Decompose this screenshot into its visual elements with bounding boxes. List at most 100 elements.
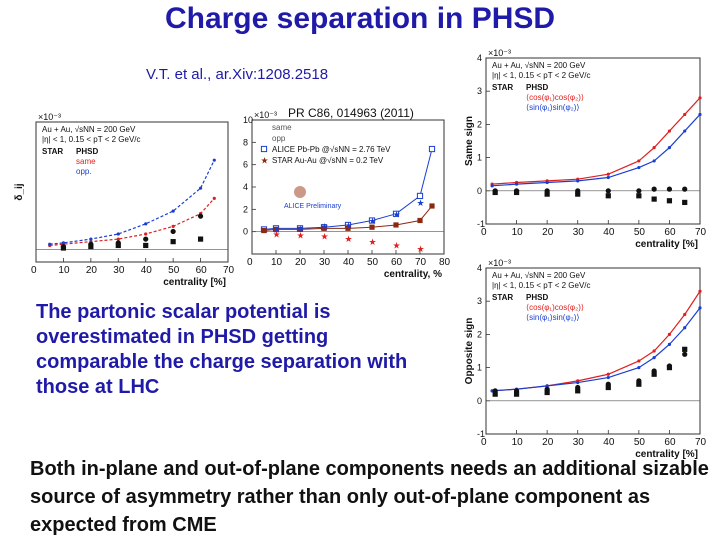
alice-star-preliminary-label: ALICE Preliminary (284, 203, 342, 210)
right-same-series-point (513, 189, 520, 196)
right-opposite-legend-entry: ⟨cos(φ₁)cos(φ₂)⟩ (526, 303, 584, 312)
right-opposite-xtick-label: 30 (573, 437, 585, 448)
right-opposite-legend-entry: ⟨sin(φ₁)sin(φ₂)⟩ (526, 313, 580, 322)
alice-star-legend-entry: STAR Au-Au @√sNN = 0.2 TeV (272, 156, 384, 165)
right-same-xtick-label: 40 (603, 227, 615, 238)
right-opposite-ytick-label: 4 (477, 263, 482, 273)
right-opposite-xtick-label: 50 (634, 437, 646, 448)
right-opposite-ytick-label: -1 (477, 429, 485, 439)
citation-arxiv: V.T. et al., ar.Xiv:1208.2518 (146, 66, 329, 83)
left-star-series-point (170, 228, 176, 235)
left-star-series-point (115, 242, 121, 249)
left-star-xtick-label: 30 (113, 265, 125, 276)
alice-star-series-point (392, 210, 400, 217)
right-same-series-point (492, 189, 498, 196)
alice-star-xtick-label: 0 (247, 257, 253, 268)
right-same-series-point (605, 188, 611, 194)
right-same-xtick-label: 30 (573, 227, 585, 238)
right-same-series-point (683, 112, 687, 117)
right-opposite-series-point (698, 306, 702, 310)
alice-star-xtick-label: 30 (319, 257, 331, 268)
alice-star-series-point (297, 226, 303, 233)
left-star-series-point (89, 237, 93, 241)
right-opposite-scale-label: ×10⁻³ (488, 258, 511, 268)
right-same-series-point (698, 112, 702, 117)
left-star-legend-entry: |η| < 1, 0.15 < pT < 2 GeV/c (42, 135, 141, 144)
left-star-xlabel: centrality [%] (163, 277, 226, 288)
right-same-series-point (682, 186, 688, 192)
left-star-legend-entry: PHSD (76, 147, 98, 156)
alice-star-series-point: ★ (345, 234, 353, 244)
right-opposite-xtick-label: 70 (695, 437, 707, 448)
right-opposite-series-point (513, 391, 520, 397)
alice-star-series-point (393, 222, 399, 228)
right-same-series-point (637, 165, 641, 170)
alice-star-series-point (321, 225, 327, 231)
right-opposite-ytick-label: 0 (477, 396, 482, 406)
alice-star-series-point: ★ (297, 231, 305, 241)
right-opposite-ytick-label: 1 (477, 363, 482, 373)
alice-star-series-point: ★ (417, 244, 425, 254)
right-opposite-series-point (492, 391, 498, 397)
right-same-series-point (637, 159, 641, 163)
right-same-legend-entry: ⟨sin(φ₁)sin(φ₂)⟩ (526, 103, 580, 112)
left-star-series-point (212, 158, 216, 162)
alice-star-legend-marker: ★ (261, 156, 269, 166)
right-opposite-series-point (667, 332, 672, 336)
alice-star-series-point: ★ (393, 241, 401, 251)
left-star-scale-label: ×10⁻³ (38, 112, 61, 122)
right-opposite-series-point (575, 388, 581, 394)
left-star-series-point (143, 242, 149, 249)
left-star-series-point (170, 239, 176, 245)
alice-star-legend-marker (260, 145, 268, 153)
alice-star-series-point: ★ (297, 224, 305, 234)
alice-star-series-point: ★ (345, 220, 353, 230)
alice-star-xtick-label: 20 (295, 257, 307, 268)
right-opposite-series-point (698, 289, 702, 293)
left-star-legend-entry: STAR (42, 147, 63, 156)
note-text: The partonic scalar potential is overest… (36, 301, 408, 398)
alice-star-legend-entry: ALICE Pb-Pb @√sNN = 2.76 TeV (272, 145, 391, 154)
alice-star-ytick-label: 8 (243, 137, 248, 147)
right-same-series-point (575, 191, 581, 197)
right-opposite-series-point (652, 349, 656, 353)
left-star-series-point (61, 241, 66, 245)
right-same-series-point (652, 159, 656, 163)
right-same-series-point (651, 186, 657, 192)
right-same-series-point (605, 193, 611, 199)
right-opposite-ylabel: Opposite sign (464, 318, 475, 385)
right-opposite-series-point (652, 356, 656, 360)
alice-star-series-point: ★ (417, 198, 425, 208)
alice-star-series-point (369, 224, 375, 230)
alice-star-alice-logo-icon (294, 186, 306, 198)
right-opposite-series-point (576, 380, 580, 385)
right-same-legend-entry: PHSD (526, 83, 548, 92)
alice-star-series-point: ★ (321, 232, 329, 242)
alice-star-ytick-label: 10 (243, 115, 253, 125)
right-same-series-point (667, 146, 672, 150)
alice-star-series-point: ★ (273, 225, 281, 235)
right-opposite-xtick-label: 60 (664, 437, 676, 448)
right-opposite-frame (485, 267, 701, 435)
right-same-series-point (698, 96, 702, 100)
alice-star-series-point (368, 217, 376, 224)
left-star-series-point (212, 196, 216, 200)
right-same-ytick-label: 4 (477, 53, 482, 63)
alice-star-series-point: ★ (393, 209, 401, 219)
left-star-series-point (198, 186, 203, 190)
alice-star-legend-entry: opp (272, 134, 286, 143)
right-same-xlabel: centrality [%] (635, 239, 698, 250)
right-same-scale-label: ×10⁻³ (488, 48, 511, 58)
left-star-series-point (144, 232, 148, 236)
right-same-series-point (636, 193, 642, 199)
right-opposite-series-point (637, 366, 641, 370)
left-star-legend-entry: Au + Au, √sNN = 200 GeV (42, 125, 136, 134)
left-star-ylabel: δ_ij (14, 183, 25, 200)
alice-star-series-point (416, 192, 424, 200)
right-opposite-series-line (492, 307, 701, 392)
right-same-legend-entry: |η| < 1, 0.15 < pT < 2 GeV/c (492, 71, 591, 80)
right-same-series-point (636, 188, 642, 194)
right-same-ytick-label: 2 (477, 119, 482, 129)
alice-star-ytick-label: 4 (243, 182, 248, 192)
